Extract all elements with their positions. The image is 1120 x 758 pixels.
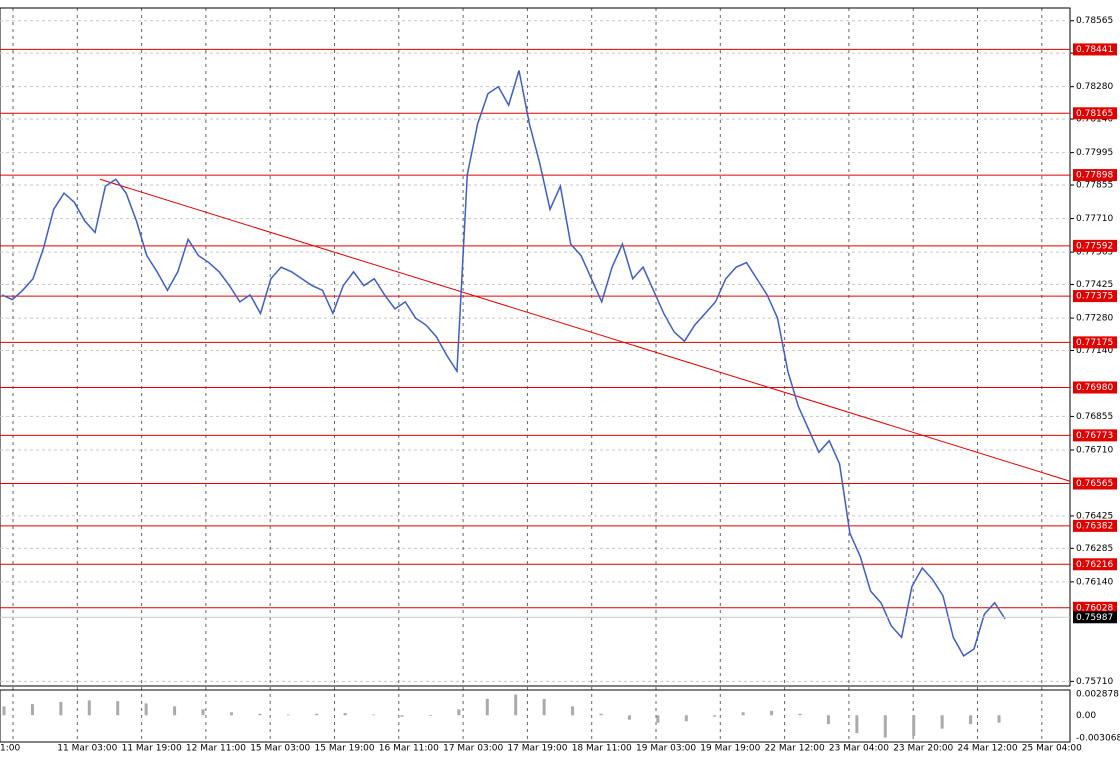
y-tick-label: 0.77995 — [1076, 148, 1113, 158]
current-price-label: 0.75987 — [1076, 613, 1113, 623]
x-tick-label: 17 Mar 19:00 — [507, 744, 567, 754]
x-tick-label: 15 Mar 19:00 — [315, 744, 375, 754]
level-label: 0.77592 — [1076, 241, 1113, 251]
level-tag — [1073, 519, 1117, 532]
x-tick-label: 19 Mar 19:00 — [700, 744, 760, 754]
y-tick-label: 0.77565 — [1076, 248, 1113, 258]
y-tick-label: 0.76710 — [1076, 445, 1113, 455]
osc-tick-label: 0.00 — [1076, 711, 1096, 721]
level-label: 0.78441 — [1076, 45, 1113, 55]
x-tick-label: 11 Mar 03:00 — [57, 744, 117, 754]
level-label: 0.78165 — [1076, 109, 1113, 119]
x-tick-label: 22 Mar 12:00 — [765, 744, 825, 754]
y-tick-label: 0.77140 — [1076, 346, 1113, 356]
level-label: 0.77175 — [1076, 338, 1113, 348]
level-tag — [1073, 43, 1117, 56]
level-tag — [1073, 239, 1117, 252]
x-tick-label: 23 Mar 20:00 — [893, 744, 953, 754]
x-tick-label: 12 Mar 11:00 — [186, 744, 246, 754]
level-label: 0.76216 — [1076, 560, 1113, 570]
y-tick-label: 0.78280 — [1076, 82, 1113, 92]
x-tick-label: 23 Mar 04:00 — [829, 744, 889, 754]
x-tick-label: 11 Mar 19:00 — [122, 744, 182, 754]
osc-tick-label: 0.002878 — [1076, 689, 1119, 699]
level-tag — [1073, 429, 1117, 442]
y-tick-label: 0.76285 — [1076, 544, 1113, 554]
plot-frame — [0, 7, 1071, 687]
y-tick-label: 0.78565 — [1076, 16, 1113, 26]
x-tick-label: 24 Mar 12:00 — [958, 744, 1018, 754]
y-tick-label: 0.77855 — [1076, 181, 1113, 191]
x-tick-label: 15 Mar 03:00 — [250, 744, 310, 754]
level-tag — [1073, 336, 1117, 349]
y-tick-label: 0.77425 — [1076, 280, 1113, 290]
level-tag — [1073, 381, 1117, 394]
level-label: 0.76773 — [1076, 431, 1113, 441]
x-tick-label: 1:00 — [0, 744, 20, 754]
x-tick-label: 18 Mar 11:00 — [572, 744, 632, 754]
price-line — [1, 70, 1006, 657]
y-tick-label: 0.75710 — [1076, 677, 1113, 687]
level-tag — [1073, 169, 1117, 182]
level-tag — [1073, 601, 1117, 614]
level-label: 0.77375 — [1076, 292, 1113, 302]
level-tag — [1073, 477, 1117, 490]
x-tick-label: 25 Mar 04:00 — [1022, 744, 1082, 754]
level-tag — [1073, 290, 1117, 303]
level-label: 0.77898 — [1076, 171, 1113, 181]
oscillator-frame — [0, 689, 1071, 743]
x-tick-label: 17 Mar 03:00 — [443, 744, 503, 754]
osc-tick-label: -0.003068 — [1076, 734, 1120, 744]
y-tick-label: 0.77710 — [1076, 214, 1113, 224]
y-tick-label: 0.77280 — [1076, 314, 1113, 324]
trendline — [99, 178, 1071, 482]
x-tick-label: 16 Mar 11:00 — [379, 744, 439, 754]
y-tick-label: 0.76140 — [1076, 577, 1113, 587]
level-label: 0.76382 — [1076, 521, 1113, 531]
y-tick-label: 0.76855 — [1076, 412, 1113, 422]
y-tick-label: 0.78140 — [1076, 115, 1113, 125]
current-price-tag — [1073, 611, 1117, 624]
y-tick-label: 0.76425 — [1076, 511, 1113, 521]
x-tick-label: 19 Mar 03:00 — [636, 744, 696, 754]
level-tag — [1073, 107, 1117, 120]
level-tag — [1073, 558, 1117, 571]
level-label: 0.76565 — [1076, 479, 1113, 489]
level-label: 0.76980 — [1076, 383, 1113, 393]
level-label: 0.76028 — [1076, 603, 1113, 613]
